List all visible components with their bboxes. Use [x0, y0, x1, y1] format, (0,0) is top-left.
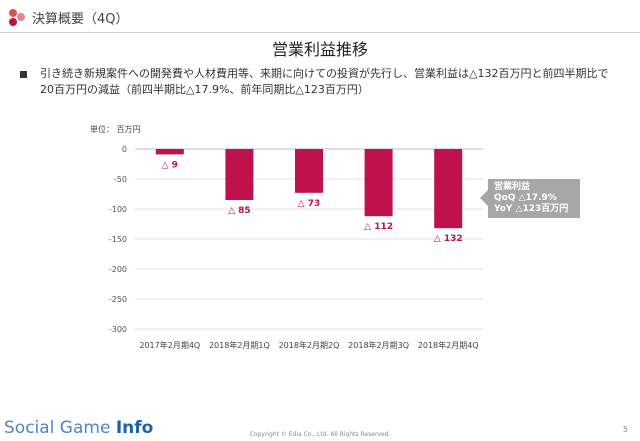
y-tick-label: -50 — [114, 175, 127, 184]
x-tick-label: 2018年2月期1Q — [209, 340, 270, 350]
bar — [225, 149, 254, 200]
callout-box: 営業利益 QoQ △17.9% YoY △123百万円 — [488, 179, 580, 218]
header-divider — [0, 32, 640, 33]
data-label: △ 132 — [434, 234, 463, 244]
page-number: 5 — [622, 425, 628, 434]
data-label: △ 85 — [228, 206, 251, 216]
logo-dots-icon — [9, 9, 25, 26]
bar — [364, 149, 393, 217]
y-tick-label: 0 — [122, 145, 127, 154]
y-tick-label: -250 — [109, 295, 127, 304]
slide-header: 決算概要（4Q） — [0, 0, 640, 34]
callout-arrow — [480, 190, 488, 206]
x-tick-label: 2018年2月期4Q — [418, 340, 479, 350]
data-label: △ 9 — [162, 160, 178, 170]
bar — [434, 149, 463, 229]
watermark-bold: Info — [115, 418, 154, 438]
callout-yoy: YoY △123百万円 — [494, 204, 569, 214]
x-tick-label: 2018年2月期2Q — [279, 340, 340, 350]
y-tick-label: -200 — [109, 265, 127, 274]
watermark-text: Social Game — [4, 418, 116, 438]
unit-label: 単位： 百万円 — [90, 125, 141, 134]
watermark: Social Game Info — [4, 418, 153, 438]
y-tick-label: -150 — [109, 235, 127, 244]
y-tick-label: -100 — [109, 205, 127, 214]
data-label: △ 112 — [364, 222, 393, 232]
callout-qoq: QoQ △17.9% — [494, 193, 557, 203]
copyright: Copyright © Edia Co., Ltd. All Rights Re… — [249, 431, 391, 438]
bullet-square-icon — [20, 71, 27, 78]
y-tick-label: -300 — [109, 325, 127, 334]
bar — [155, 149, 184, 155]
bullet-text: 引き続き新規案件への開発費や人材費用等、来期に向けての投資が先行し、営業利益は△… — [40, 67, 609, 96]
slide-title: 営業利益推移 — [271, 40, 368, 59]
x-tick-label: 2017年2月期4Q — [139, 340, 200, 350]
x-tick-label: 2018年2月期3Q — [348, 340, 409, 350]
data-label: △ 73 — [298, 199, 321, 209]
bar — [295, 149, 323, 193]
section-title: 決算概要（4Q） — [32, 12, 129, 27]
callout-title: 営業利益 — [494, 182, 531, 192]
